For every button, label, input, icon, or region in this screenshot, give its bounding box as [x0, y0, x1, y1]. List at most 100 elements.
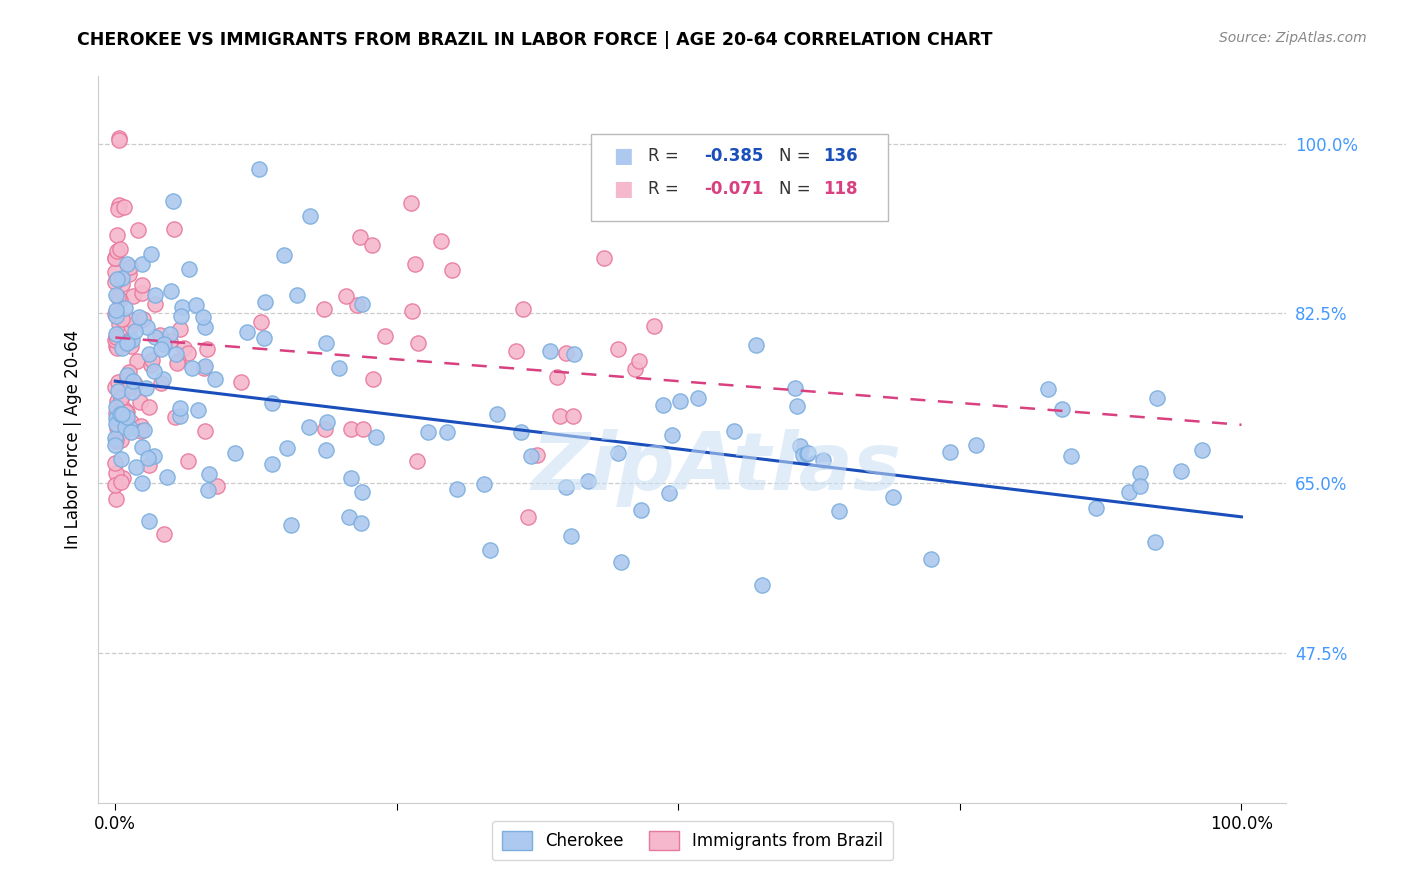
Point: [115, 368, 138, 383]
Point: [107, 384, 129, 399]
Point: [260, 396, 283, 410]
Point: [314, 421, 336, 435]
Point: [124, 376, 146, 391]
Point: [607, 342, 630, 356]
Point: [105, 272, 128, 286]
Point: [254, 294, 277, 309]
Point: [149, 343, 172, 357]
Point: [131, 278, 153, 293]
Point: [517, 509, 540, 524]
Point: [1170, 464, 1192, 478]
Point: [115, 405, 138, 419]
Point: [177, 346, 200, 360]
Point: [789, 439, 811, 453]
Point: [107, 421, 129, 435]
Point: [110, 433, 132, 447]
Point: [561, 409, 583, 424]
Point: [104, 400, 127, 414]
Point: [107, 290, 129, 304]
Text: ZipAtlas: ZipAtlas: [531, 429, 901, 508]
Point: [104, 431, 127, 445]
Point: [512, 301, 534, 316]
Point: [118, 365, 141, 379]
Point: [121, 375, 143, 389]
Point: [110, 392, 132, 406]
Point: [107, 375, 129, 389]
Point: [107, 202, 129, 216]
Point: [328, 361, 350, 376]
Point: [401, 303, 423, 318]
Point: [538, 343, 561, 358]
Point: [276, 441, 298, 455]
Point: [797, 446, 820, 460]
Point: [104, 309, 127, 323]
Point: [652, 398, 675, 412]
Point: [143, 330, 166, 344]
Point: [120, 319, 142, 334]
Text: ■: ■: [613, 145, 633, 166]
Point: [135, 381, 157, 395]
Point: [350, 485, 373, 500]
Point: [236, 325, 259, 339]
Point: [339, 422, 361, 436]
Point: [315, 442, 337, 457]
Point: [131, 256, 153, 270]
Point: [169, 321, 191, 335]
Point: [193, 361, 215, 376]
Point: [312, 302, 335, 317]
Point: [163, 221, 186, 235]
Point: [122, 289, 145, 303]
Point: [260, 457, 283, 471]
Point: [117, 370, 139, 384]
Point: [120, 415, 142, 429]
Point: [169, 409, 191, 424]
Point: [520, 449, 543, 463]
Point: [105, 244, 128, 259]
Point: [550, 409, 572, 423]
Point: [593, 252, 616, 266]
Point: [115, 336, 138, 351]
Point: [253, 331, 276, 345]
Point: [125, 460, 148, 475]
Point: [115, 410, 138, 425]
Point: [152, 337, 174, 351]
Point: [792, 448, 814, 462]
Point: [554, 479, 576, 493]
Point: [120, 377, 142, 392]
Point: [1129, 466, 1152, 480]
Point: [374, 329, 396, 343]
Point: [167, 353, 190, 368]
Point: [121, 312, 143, 326]
Point: [118, 381, 141, 395]
Point: [1050, 402, 1073, 417]
Point: [104, 334, 127, 348]
Point: [882, 490, 904, 504]
Point: [129, 419, 152, 434]
Point: [110, 242, 132, 256]
Point: [546, 370, 568, 384]
Point: [783, 381, 806, 395]
Point: [135, 319, 157, 334]
Point: [132, 423, 155, 437]
Point: [107, 317, 129, 331]
Point: [786, 400, 808, 414]
Point: [472, 476, 495, 491]
Point: [118, 332, 141, 346]
Point: [173, 341, 195, 355]
Point: [197, 342, 219, 356]
Point: [104, 265, 127, 279]
Point: [170, 310, 193, 324]
Point: [436, 425, 458, 440]
Point: [132, 312, 155, 326]
Point: [337, 510, 360, 524]
Point: [273, 248, 295, 262]
Point: [366, 430, 388, 444]
Point: [104, 457, 127, 471]
Point: [159, 327, 181, 342]
Text: -0.071: -0.071: [704, 179, 763, 197]
Point: [1146, 391, 1168, 405]
Point: [138, 514, 160, 528]
Point: [165, 347, 187, 361]
Point: [280, 518, 302, 533]
Point: [149, 376, 172, 391]
